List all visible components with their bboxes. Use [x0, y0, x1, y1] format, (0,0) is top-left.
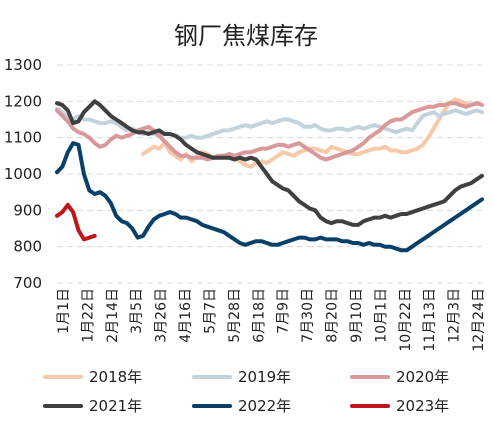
x-tick-label: 4月16日: [178, 288, 194, 343]
x-tick-label: 10月22日: [398, 288, 414, 352]
y-axis-ticks: 700 800 900 1000 1100 1200 1300: [4, 56, 42, 292]
legend-label: 2018年: [89, 368, 142, 386]
y-tick-label: 1000: [4, 165, 42, 183]
x-tick-label: 6月18日: [251, 288, 267, 343]
y-tick-label: 1100: [4, 129, 42, 147]
y-tick-label: 900: [13, 201, 42, 219]
series-line-2022年: [55, 141, 484, 253]
x-tick-label: 9月10日: [349, 288, 365, 343]
x-tick-label: 11月13日: [422, 288, 438, 352]
series-line-2019年: [55, 106, 484, 140]
series-line-2023年: [55, 202, 97, 242]
series-line-2020年: [55, 101, 484, 162]
series-layer: [55, 97, 484, 253]
x-tick-label: 8月20日: [325, 288, 341, 343]
y-tick-label: 1300: [4, 56, 42, 74]
legend-label: 2022年: [238, 397, 291, 415]
x-tick-label: 1月1日: [56, 288, 72, 334]
legend-label: 2020年: [396, 368, 449, 386]
x-tick-label: 5月7日: [202, 288, 218, 334]
x-tick-label: 12月24日: [471, 288, 487, 352]
y-tick-label: 1200: [4, 92, 42, 110]
x-tick-label: 3月5日: [129, 288, 145, 334]
legend-label: 2023年: [396, 397, 449, 415]
chart-title: 钢厂焦煤库存: [174, 22, 318, 50]
legend-label: 2019年: [238, 368, 291, 386]
x-tick-label: 1月22日: [80, 288, 96, 343]
x-tick-label: 5月28日: [227, 288, 243, 343]
y-tick-label: 700: [13, 274, 42, 292]
x-tick-label: 10月1日: [373, 288, 389, 343]
x-tick-label: 2月14日: [105, 288, 121, 343]
y-tick-label: 800: [13, 238, 42, 256]
legend-label: 2021年: [89, 397, 142, 415]
x-axis-ticks: 1月1日 1月22日 2月14日 3月5日 3月26日 4月16日 5月7日 5月28日 6月1…: [56, 288, 487, 352]
x-tick-label: 3月26日: [154, 288, 170, 343]
x-tick-label: 12月3日: [447, 288, 463, 343]
grid-layer: [57, 64, 482, 284]
series-line-2021年: [55, 99, 484, 227]
legend: 2018年 2019年 2020年 2021年 2022年 2023年: [43, 368, 449, 415]
x-tick-label: 7月9日: [276, 288, 292, 334]
x-tick-label: 7月30日: [300, 288, 316, 343]
